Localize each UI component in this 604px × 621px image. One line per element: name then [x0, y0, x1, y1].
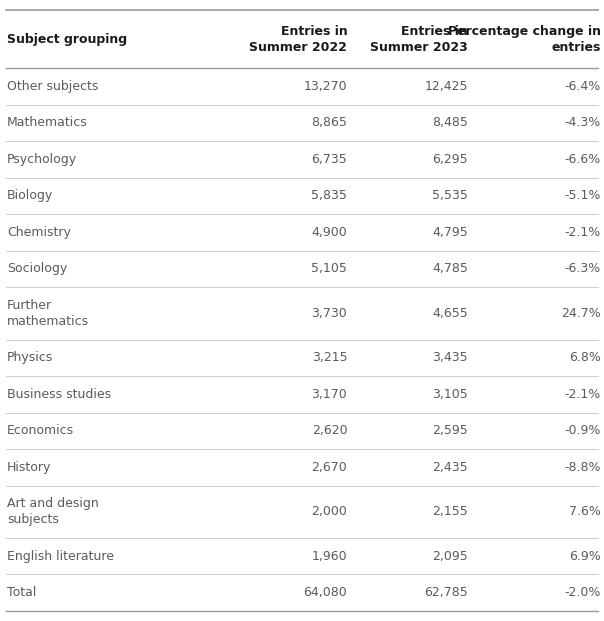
Text: Subject grouping: Subject grouping — [7, 32, 127, 45]
Text: -6.4%: -6.4% — [565, 79, 601, 93]
Text: Entries in
Summer 2023: Entries in Summer 2023 — [370, 24, 468, 53]
Text: 6,295: 6,295 — [432, 153, 468, 166]
Text: Art and design
subjects: Art and design subjects — [7, 497, 99, 526]
Text: 5,535: 5,535 — [432, 189, 468, 202]
Text: 1,960: 1,960 — [312, 550, 347, 563]
Text: -6.3%: -6.3% — [565, 262, 601, 275]
Text: Mathematics: Mathematics — [7, 116, 88, 129]
Text: -5.1%: -5.1% — [565, 189, 601, 202]
Text: Chemistry: Chemistry — [7, 226, 71, 239]
Text: 2,670: 2,670 — [312, 461, 347, 474]
Text: -4.3%: -4.3% — [565, 116, 601, 129]
Text: English literature: English literature — [7, 550, 114, 563]
Text: 3,170: 3,170 — [312, 388, 347, 401]
Text: 6.9%: 6.9% — [569, 550, 601, 563]
Text: 2,435: 2,435 — [432, 461, 468, 474]
Text: -6.6%: -6.6% — [565, 153, 601, 166]
Text: 3,215: 3,215 — [312, 351, 347, 365]
Text: 6,735: 6,735 — [312, 153, 347, 166]
Text: Total: Total — [7, 586, 37, 599]
Text: 13,270: 13,270 — [304, 79, 347, 93]
Text: 3,730: 3,730 — [312, 307, 347, 320]
Text: Further
mathematics: Further mathematics — [7, 299, 89, 328]
Text: 8,865: 8,865 — [312, 116, 347, 129]
Text: History: History — [7, 461, 51, 474]
Text: 2,095: 2,095 — [432, 550, 468, 563]
Text: 8,485: 8,485 — [432, 116, 468, 129]
Text: Psychology: Psychology — [7, 153, 77, 166]
Text: 7.6%: 7.6% — [569, 505, 601, 519]
Text: 2,155: 2,155 — [432, 505, 468, 519]
Text: 24.7%: 24.7% — [561, 307, 601, 320]
Text: Business studies: Business studies — [7, 388, 111, 401]
Text: Other subjects: Other subjects — [7, 79, 98, 93]
Text: 2,595: 2,595 — [432, 424, 468, 437]
Text: 4,655: 4,655 — [432, 307, 468, 320]
Text: -2.1%: -2.1% — [565, 388, 601, 401]
Text: 4,785: 4,785 — [432, 262, 468, 275]
Text: Economics: Economics — [7, 424, 74, 437]
Text: 64,080: 64,080 — [304, 586, 347, 599]
Text: Sociology: Sociology — [7, 262, 68, 275]
Text: Percentage change in
entries: Percentage change in entries — [448, 24, 601, 53]
Text: -0.9%: -0.9% — [565, 424, 601, 437]
Text: 62,785: 62,785 — [425, 586, 468, 599]
Text: 2,620: 2,620 — [312, 424, 347, 437]
Text: -8.8%: -8.8% — [565, 461, 601, 474]
Text: 3,435: 3,435 — [432, 351, 468, 365]
Text: -2.1%: -2.1% — [565, 226, 601, 239]
Text: Physics: Physics — [7, 351, 54, 365]
Text: 2,000: 2,000 — [312, 505, 347, 519]
Text: -2.0%: -2.0% — [565, 586, 601, 599]
Text: 12,425: 12,425 — [425, 79, 468, 93]
Text: 3,105: 3,105 — [432, 388, 468, 401]
Text: Entries in
Summer 2022: Entries in Summer 2022 — [249, 24, 347, 53]
Text: Biology: Biology — [7, 189, 54, 202]
Text: 4,795: 4,795 — [432, 226, 468, 239]
Text: 5,835: 5,835 — [312, 189, 347, 202]
Text: 4,900: 4,900 — [312, 226, 347, 239]
Text: 5,105: 5,105 — [312, 262, 347, 275]
Text: 6.8%: 6.8% — [569, 351, 601, 365]
